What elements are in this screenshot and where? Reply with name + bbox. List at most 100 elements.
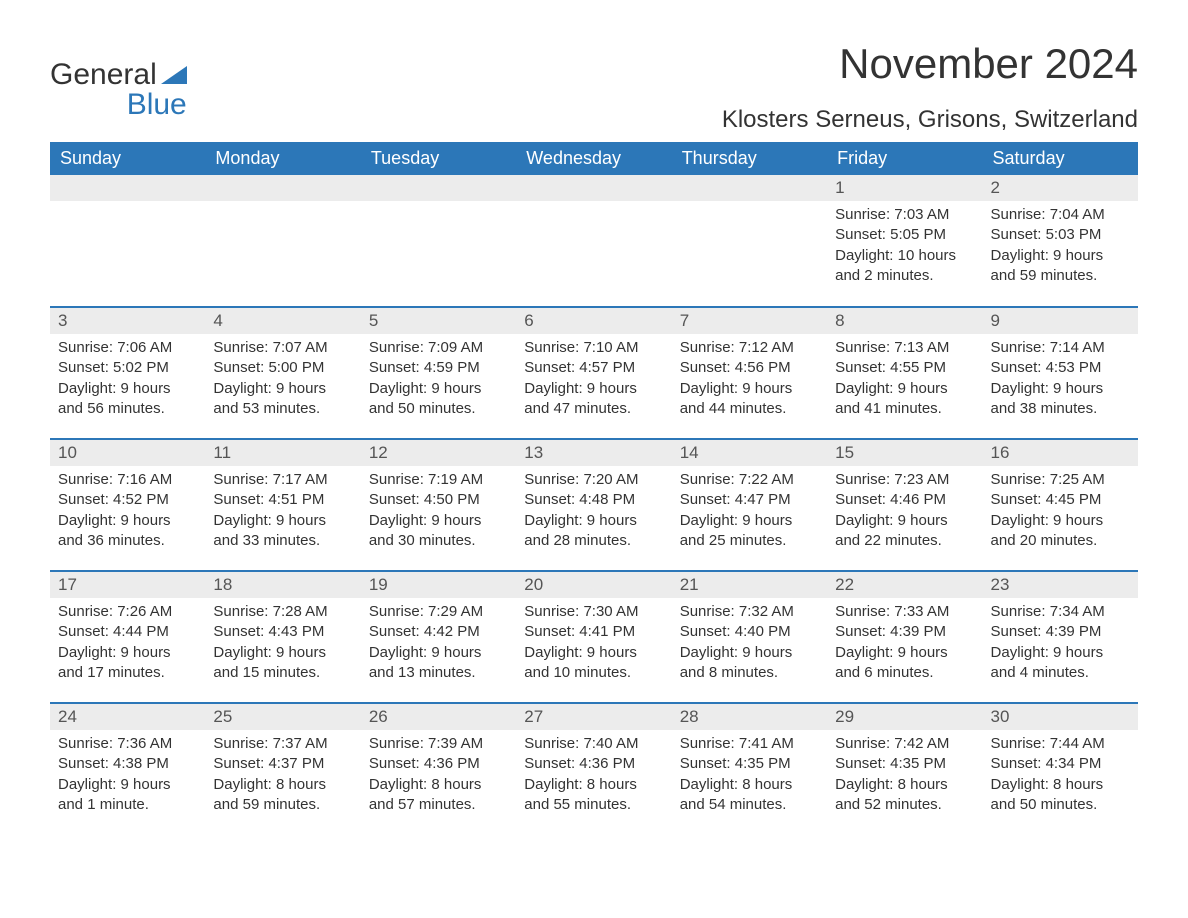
- day-number: 11: [205, 440, 360, 466]
- day-number: 29: [827, 704, 982, 730]
- day-cell: 4Sunrise: 7:07 AMSunset: 5:00 PMDaylight…: [205, 307, 360, 439]
- day-number: 27: [516, 704, 671, 730]
- day-details: Sunrise: 7:22 AMSunset: 4:47 PMDaylight:…: [672, 466, 827, 559]
- day-details: Sunrise: 7:17 AMSunset: 4:51 PMDaylight:…: [205, 466, 360, 559]
- logo-triangle-icon: [161, 60, 187, 90]
- day-cell: 9Sunrise: 7:14 AMSunset: 4:53 PMDaylight…: [983, 307, 1138, 439]
- daylight1-line: Daylight: 9 hours: [835, 379, 974, 399]
- sunset-line: Sunset: 4:43 PM: [213, 622, 352, 642]
- daylight2-line: and 22 minutes.: [835, 531, 974, 551]
- day-number: 5: [361, 308, 516, 334]
- sunset-line: Sunset: 4:46 PM: [835, 490, 974, 510]
- daylight1-line: Daylight: 9 hours: [680, 643, 819, 663]
- day-number: 22: [827, 572, 982, 598]
- weekday-header: Wednesday: [516, 142, 671, 175]
- day-cell: 28Sunrise: 7:41 AMSunset: 4:35 PMDayligh…: [672, 703, 827, 835]
- page-header: General Blue November 2024 Klosters Sern…: [50, 40, 1138, 134]
- weekday-header: Thursday: [672, 142, 827, 175]
- day-number: 25: [205, 704, 360, 730]
- day-details: Sunrise: 7:04 AMSunset: 5:03 PMDaylight:…: [983, 201, 1138, 294]
- sunset-line: Sunset: 4:53 PM: [991, 358, 1130, 378]
- sunset-line: Sunset: 4:39 PM: [835, 622, 974, 642]
- day-details: Sunrise: 7:23 AMSunset: 4:46 PMDaylight:…: [827, 466, 982, 559]
- day-cell: 10Sunrise: 7:16 AMSunset: 4:52 PMDayligh…: [50, 439, 205, 571]
- day-cell: 5Sunrise: 7:09 AMSunset: 4:59 PMDaylight…: [361, 307, 516, 439]
- daylight1-line: Daylight: 9 hours: [58, 379, 197, 399]
- daylight2-line: and 2 minutes.: [835, 266, 974, 286]
- sunrise-line: Sunrise: 7:25 AM: [991, 470, 1130, 490]
- sunrise-line: Sunrise: 7:41 AM: [680, 734, 819, 754]
- sunrise-line: Sunrise: 7:03 AM: [835, 205, 974, 225]
- daylight1-line: Daylight: 9 hours: [835, 511, 974, 531]
- day-number: 1: [827, 175, 982, 201]
- sunrise-line: Sunrise: 7:20 AM: [524, 470, 663, 490]
- day-cell: 22Sunrise: 7:33 AMSunset: 4:39 PMDayligh…: [827, 571, 982, 703]
- day-cell: 14Sunrise: 7:22 AMSunset: 4:47 PMDayligh…: [672, 439, 827, 571]
- day-cell: 16Sunrise: 7:25 AMSunset: 4:45 PMDayligh…: [983, 439, 1138, 571]
- day-cell: 24Sunrise: 7:36 AMSunset: 4:38 PMDayligh…: [50, 703, 205, 835]
- day-details: Sunrise: 7:13 AMSunset: 4:55 PMDaylight:…: [827, 334, 982, 427]
- day-number: 8: [827, 308, 982, 334]
- day-cell: 23Sunrise: 7:34 AMSunset: 4:39 PMDayligh…: [983, 571, 1138, 703]
- day-cell: 30Sunrise: 7:44 AMSunset: 4:34 PMDayligh…: [983, 703, 1138, 835]
- day-details: Sunrise: 7:07 AMSunset: 5:00 PMDaylight:…: [205, 334, 360, 427]
- week-row: 10Sunrise: 7:16 AMSunset: 4:52 PMDayligh…: [50, 439, 1138, 571]
- sunrise-line: Sunrise: 7:07 AM: [213, 338, 352, 358]
- sunset-line: Sunset: 4:47 PM: [680, 490, 819, 510]
- day-details: Sunrise: 7:42 AMSunset: 4:35 PMDaylight:…: [827, 730, 982, 823]
- week-row: .....1Sunrise: 7:03 AMSunset: 5:05 PMDay…: [50, 175, 1138, 307]
- daylight1-line: Daylight: 9 hours: [680, 379, 819, 399]
- daylight2-line: and 38 minutes.: [991, 399, 1130, 419]
- daylight1-line: Daylight: 9 hours: [991, 643, 1130, 663]
- weekday-header: Friday: [827, 142, 982, 175]
- sunset-line: Sunset: 4:35 PM: [835, 754, 974, 774]
- sunrise-line: Sunrise: 7:32 AM: [680, 602, 819, 622]
- daylight2-line: and 57 minutes.: [369, 795, 508, 815]
- week-row: 24Sunrise: 7:36 AMSunset: 4:38 PMDayligh…: [50, 703, 1138, 835]
- day-details: Sunrise: 7:36 AMSunset: 4:38 PMDaylight:…: [50, 730, 205, 823]
- day-cell: 8Sunrise: 7:13 AMSunset: 4:55 PMDaylight…: [827, 307, 982, 439]
- daylight1-line: Daylight: 10 hours: [835, 246, 974, 266]
- day-details: Sunrise: 7:29 AMSunset: 4:42 PMDaylight:…: [361, 598, 516, 691]
- sunset-line: Sunset: 4:35 PM: [680, 754, 819, 774]
- day-cell: 1Sunrise: 7:03 AMSunset: 5:05 PMDaylight…: [827, 175, 982, 307]
- sunset-line: Sunset: 4:42 PM: [369, 622, 508, 642]
- daylight2-line: and 8 minutes.: [680, 663, 819, 683]
- sunrise-line: Sunrise: 7:29 AM: [369, 602, 508, 622]
- daylight1-line: Daylight: 9 hours: [369, 643, 508, 663]
- week-row: 3Sunrise: 7:06 AMSunset: 5:02 PMDaylight…: [50, 307, 1138, 439]
- sunrise-line: Sunrise: 7:12 AM: [680, 338, 819, 358]
- daylight1-line: Daylight: 8 hours: [680, 775, 819, 795]
- sunrise-line: Sunrise: 7:39 AM: [369, 734, 508, 754]
- sunrise-line: Sunrise: 7:36 AM: [58, 734, 197, 754]
- day-cell: 18Sunrise: 7:28 AMSunset: 4:43 PMDayligh…: [205, 571, 360, 703]
- location-subtitle: Klosters Serneus, Grisons, Switzerland: [722, 106, 1138, 134]
- daylight1-line: Daylight: 9 hours: [991, 379, 1130, 399]
- day-cell: 17Sunrise: 7:26 AMSunset: 4:44 PMDayligh…: [50, 571, 205, 703]
- sunrise-line: Sunrise: 7:26 AM: [58, 602, 197, 622]
- day-details: Sunrise: 7:14 AMSunset: 4:53 PMDaylight:…: [983, 334, 1138, 427]
- day-number: 19: [361, 572, 516, 598]
- sunrise-line: Sunrise: 7:40 AM: [524, 734, 663, 754]
- daylight2-line: and 36 minutes.: [58, 531, 197, 551]
- sunset-line: Sunset: 4:55 PM: [835, 358, 974, 378]
- sunrise-line: Sunrise: 7:09 AM: [369, 338, 508, 358]
- daylight1-line: Daylight: 9 hours: [524, 643, 663, 663]
- day-number: 9: [983, 308, 1138, 334]
- day-number: 7: [672, 308, 827, 334]
- day-cell: 26Sunrise: 7:39 AMSunset: 4:36 PMDayligh…: [361, 703, 516, 835]
- day-details: Sunrise: 7:34 AMSunset: 4:39 PMDaylight:…: [983, 598, 1138, 691]
- daylight1-line: Daylight: 9 hours: [213, 511, 352, 531]
- day-details: Sunrise: 7:28 AMSunset: 4:43 PMDaylight:…: [205, 598, 360, 691]
- day-number: 12: [361, 440, 516, 466]
- day-details: Sunrise: 7:19 AMSunset: 4:50 PMDaylight:…: [361, 466, 516, 559]
- day-cell: .: [361, 175, 516, 307]
- sunrise-line: Sunrise: 7:33 AM: [835, 602, 974, 622]
- sunset-line: Sunset: 4:40 PM: [680, 622, 819, 642]
- sunset-line: Sunset: 4:56 PM: [680, 358, 819, 378]
- day-cell: 2Sunrise: 7:04 AMSunset: 5:03 PMDaylight…: [983, 175, 1138, 307]
- daylight2-line: and 50 minutes.: [991, 795, 1130, 815]
- sunrise-line: Sunrise: 7:30 AM: [524, 602, 663, 622]
- daylight1-line: Daylight: 9 hours: [369, 511, 508, 531]
- weekday-header-row: Sunday Monday Tuesday Wednesday Thursday…: [50, 142, 1138, 175]
